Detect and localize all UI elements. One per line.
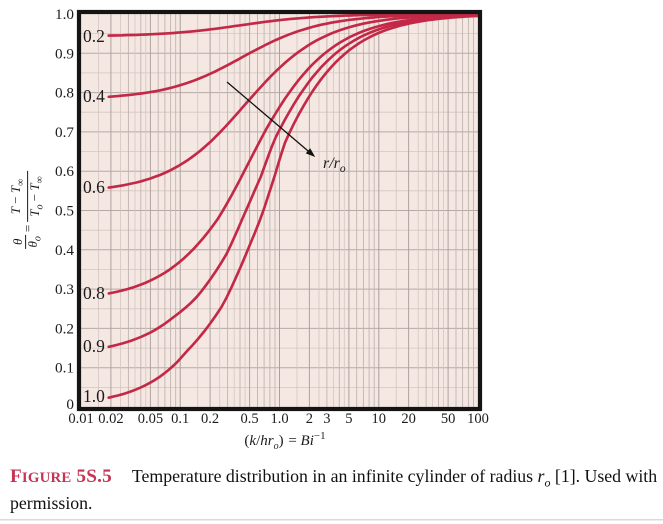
svg-text:20: 20 [401, 411, 416, 427]
svg-text:3: 3 [323, 411, 330, 427]
svg-text:0.01: 0.01 [68, 411, 93, 427]
svg-text:0.2: 0.2 [83, 26, 105, 46]
svg-text:0: 0 [66, 396, 74, 413]
svg-text:100: 100 [467, 411, 489, 427]
svg-text:0.2: 0.2 [201, 411, 219, 427]
svg-text:5: 5 [345, 411, 352, 427]
svg-text:0.6: 0.6 [55, 163, 74, 180]
svg-text:0.9: 0.9 [83, 336, 105, 356]
svg-text:1.0: 1.0 [270, 411, 288, 427]
svg-text:0.05: 0.05 [138, 411, 163, 427]
svg-text:50: 50 [441, 411, 456, 427]
svg-text:1.0: 1.0 [55, 6, 74, 23]
svg-text:0.9: 0.9 [55, 45, 74, 62]
svg-text:0.6: 0.6 [83, 177, 105, 197]
svg-text:0.3: 0.3 [55, 281, 74, 298]
svg-text:0.8: 0.8 [55, 85, 74, 102]
svg-text:2: 2 [306, 411, 313, 427]
svg-text:0.2: 0.2 [55, 320, 74, 337]
svg-text:0.4: 0.4 [55, 242, 74, 259]
svg-text:0.5: 0.5 [55, 203, 74, 220]
svg-text:0.5: 0.5 [241, 411, 259, 427]
svg-text:0.1: 0.1 [55, 360, 74, 377]
svg-text:0.4: 0.4 [83, 86, 105, 106]
svg-text:0.7: 0.7 [55, 124, 74, 141]
svg-text:0.1: 0.1 [171, 411, 189, 427]
svg-text:0.8: 0.8 [83, 283, 105, 303]
svg-text:0.02: 0.02 [98, 411, 123, 427]
svg-text:10: 10 [372, 411, 387, 427]
svg-text:1.0: 1.0 [83, 386, 105, 406]
